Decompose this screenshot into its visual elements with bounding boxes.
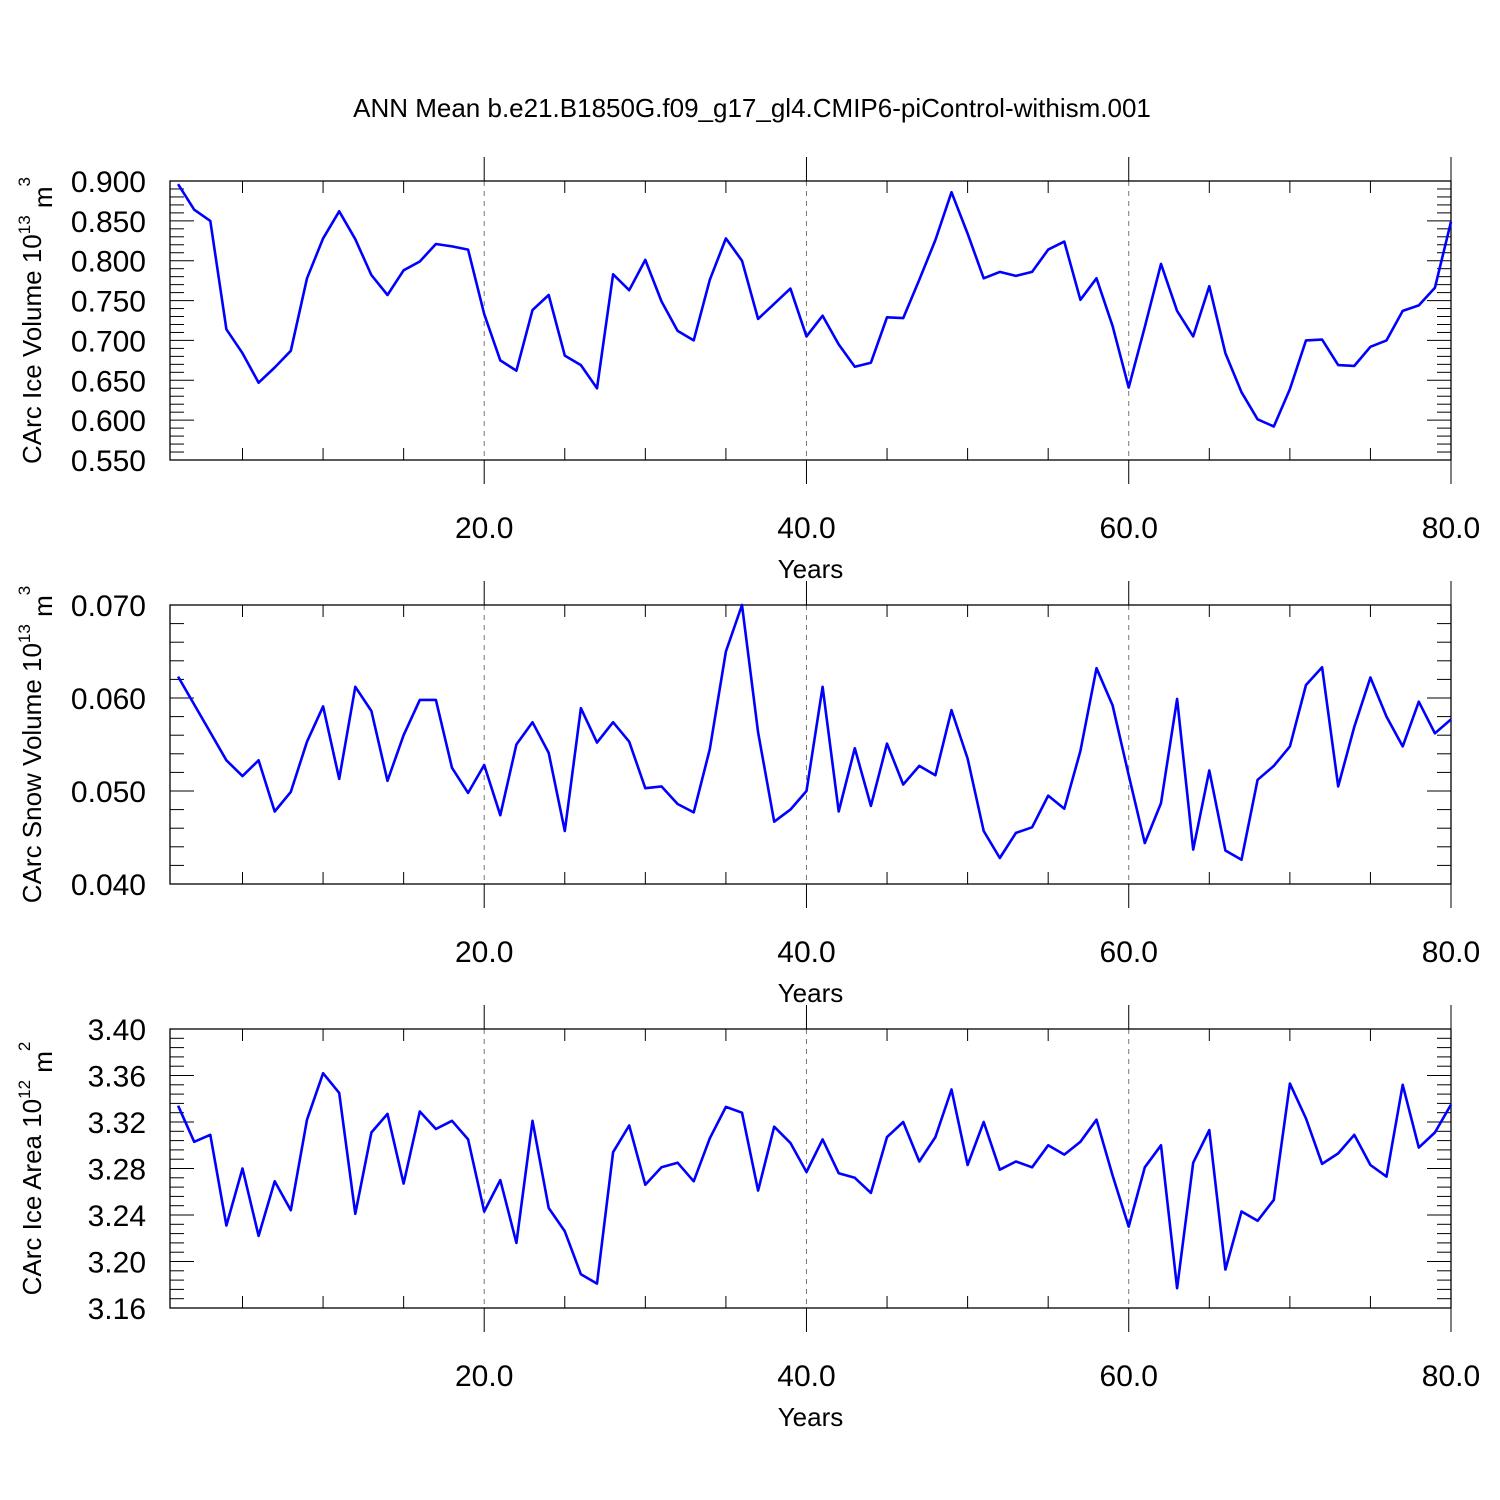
panel-3: 20.0 40.0 60.0 80.0 3.16 3.20 3.24 3.28 3.32 3.36… [15, 1005, 1480, 1432]
y-tick-label: 3.20 [88, 1247, 146, 1280]
y-tick-label: 0.700 [71, 325, 146, 358]
y-axis-label: CArc Snow Volume 1013 m3 [15, 586, 58, 903]
y-tick-label: 0.550 [71, 445, 146, 478]
y-tick-label: 0.070 [71, 590, 146, 623]
x-axis-label: Years [778, 978, 844, 1008]
series-line [177, 183, 1453, 428]
x-tick-label: 80.0 [1422, 512, 1480, 545]
x-tick-label: 40.0 [777, 936, 835, 969]
x-axis-label: Years [778, 554, 844, 584]
x-tick-label: 80.0 [1422, 1360, 1480, 1393]
panel-2: 20.0 40.0 60.0 80.0 0.040 0.050 0.060 0.070 Year… [15, 581, 1480, 1008]
y-tick-label: 0.600 [71, 405, 146, 438]
y-tick-label: 3.32 [88, 1107, 146, 1140]
y-tick-label: 0.650 [71, 365, 146, 398]
y-tick-label: 0.060 [71, 683, 146, 716]
plot-frame [169, 604, 1452, 885]
y-tick-label: 3.28 [88, 1154, 146, 1187]
x-tick-label: 60.0 [1100, 512, 1158, 545]
x-tick-label: 60.0 [1100, 1360, 1158, 1393]
x-tick-label: 20.0 [455, 512, 513, 545]
y-axis-label: CArc Ice Area 1012 m2 [15, 1042, 58, 1296]
x-tick-label: 40.0 [777, 512, 835, 545]
series-line [176, 1071, 1453, 1290]
y-tick-label: 0.750 [71, 286, 146, 319]
x-axis-label: Years [778, 1402, 844, 1432]
main-title: ANN Mean b.e21.B1850G.f09_g17_gl4.CMIP6-… [353, 93, 1151, 123]
plot-frame [169, 180, 1452, 461]
panel-1: 20.0 40.0 60.0 80.0 0.550 0.600 0.650 0.700 0.75… [15, 157, 1480, 584]
x-tick-label: 60.0 [1100, 936, 1158, 969]
y-tick-label: 0.850 [71, 206, 146, 239]
x-tick-label: 20.0 [455, 1360, 513, 1393]
y-tick-label: 0.040 [71, 869, 146, 902]
x-tick-label: 40.0 [777, 1360, 835, 1393]
y-tick-label: 3.36 [88, 1061, 146, 1094]
panels: 20.0 40.0 60.0 80.0 0.550 0.600 0.650 0.700 0.75… [15, 157, 1480, 1432]
y-tick-label: 3.16 [88, 1293, 146, 1326]
x-tick-label: 20.0 [455, 936, 513, 969]
y-tick-label: 0.050 [71, 776, 146, 809]
y-tick-label: 0.800 [71, 246, 146, 279]
plot-frame [169, 1028, 1452, 1309]
y-tick-label: 0.900 [71, 166, 146, 199]
series-line [176, 603, 1452, 862]
x-tick-label: 80.0 [1422, 936, 1480, 969]
y-axis-label: CArc Ice Volume 1013 m3 [15, 177, 58, 464]
y-tick-label: 3.24 [88, 1200, 146, 1233]
y-tick-label: 3.40 [88, 1014, 146, 1047]
